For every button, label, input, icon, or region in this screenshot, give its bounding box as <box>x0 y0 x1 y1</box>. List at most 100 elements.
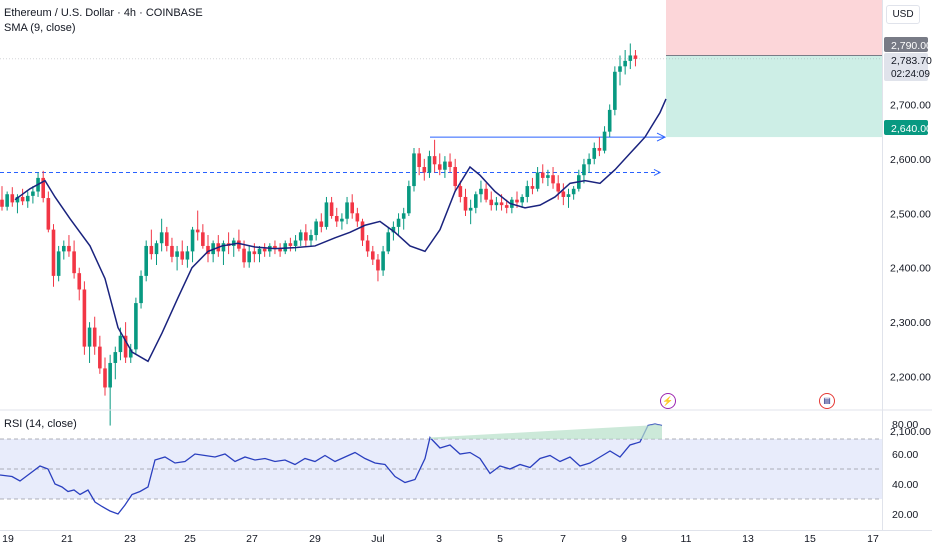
stop-price-badge[interactable]: 2,640.00 <box>891 123 932 135</box>
candle[interactable] <box>87 322 92 363</box>
target-price-badge[interactable]: 2,790.00 <box>891 40 932 52</box>
candle[interactable] <box>504 199 509 214</box>
candle[interactable] <box>577 169 581 192</box>
candle[interactable] <box>376 254 380 282</box>
candle[interactable] <box>520 194 524 208</box>
candle[interactable] <box>0 186 4 211</box>
candle[interactable] <box>5 191 9 211</box>
candle[interactable] <box>623 50 627 75</box>
candle[interactable] <box>613 66 617 116</box>
candle[interactable] <box>103 357 107 396</box>
candle[interactable] <box>195 210 200 241</box>
candle[interactable] <box>546 169 550 187</box>
candle[interactable] <box>319 213 324 233</box>
currency-button[interactable]: USD <box>886 5 920 24</box>
candle[interactable] <box>108 354 112 426</box>
candle[interactable] <box>453 158 457 192</box>
candle[interactable] <box>468 199 473 225</box>
candle[interactable] <box>592 142 597 165</box>
candle[interactable] <box>237 229 241 252</box>
candle[interactable] <box>458 180 463 203</box>
candle[interactable] <box>437 153 442 176</box>
candle[interactable] <box>427 150 432 178</box>
candle[interactable] <box>443 156 447 178</box>
candle[interactable] <box>262 243 267 257</box>
candle[interactable] <box>381 245 385 276</box>
candle[interactable] <box>123 322 128 363</box>
last-price-badge[interactable]: 2,783.70 <box>891 55 932 67</box>
candle[interactable] <box>46 191 51 233</box>
candle[interactable] <box>82 281 87 355</box>
candle[interactable] <box>571 186 576 200</box>
candle[interactable] <box>489 191 494 211</box>
profit-zone[interactable] <box>666 55 882 138</box>
candle[interactable] <box>597 137 602 157</box>
candle[interactable] <box>231 237 236 257</box>
candle[interactable] <box>165 226 169 252</box>
candle[interactable] <box>360 218 365 246</box>
candle[interactable] <box>51 224 56 287</box>
candle[interactable] <box>334 207 339 227</box>
us-flag-icon[interactable]: ▤ <box>819 393 835 409</box>
rsi-line[interactable] <box>0 423 663 515</box>
candle[interactable] <box>340 213 344 230</box>
candle[interactable] <box>56 245 61 282</box>
candle[interactable] <box>304 224 308 246</box>
candle[interactable] <box>561 183 566 206</box>
candle[interactable] <box>72 240 76 279</box>
candle[interactable] <box>273 240 277 255</box>
candle[interactable] <box>293 235 298 252</box>
candle[interactable] <box>417 147 421 176</box>
candle[interactable] <box>587 153 591 173</box>
candle[interactable] <box>386 226 391 255</box>
rsi-legend[interactable]: RSI (14, close) <box>4 418 77 430</box>
candle[interactable] <box>144 240 148 282</box>
candle[interactable] <box>535 167 540 192</box>
symbol-title[interactable]: Ethereum / U.S. Dollar · 4h · COINBASE <box>4 7 203 19</box>
candle[interactable] <box>257 245 262 263</box>
candle[interactable] <box>221 240 226 265</box>
candle[interactable] <box>618 55 622 86</box>
candle[interactable] <box>479 180 483 203</box>
candle[interactable] <box>371 245 375 265</box>
candle[interactable] <box>484 183 488 203</box>
candle[interactable] <box>494 196 499 211</box>
candle[interactable] <box>41 170 45 203</box>
candle[interactable] <box>211 240 215 263</box>
candle[interactable] <box>324 196 329 230</box>
candle[interactable] <box>474 191 478 214</box>
candle[interactable] <box>10 187 15 207</box>
candle[interactable] <box>432 139 437 173</box>
candle[interactable] <box>149 229 154 260</box>
candle[interactable] <box>448 153 452 173</box>
candle[interactable] <box>62 240 66 260</box>
candle[interactable] <box>607 104 612 138</box>
loss-zone[interactable] <box>666 0 882 56</box>
candle[interactable] <box>566 188 571 208</box>
candle[interactable] <box>530 177 535 195</box>
candle[interactable] <box>201 224 205 249</box>
candle[interactable] <box>206 235 210 263</box>
candle[interactable] <box>288 237 293 252</box>
candle[interactable] <box>314 218 318 241</box>
candle[interactable] <box>216 235 221 257</box>
candle[interactable] <box>602 126 607 154</box>
candle[interactable] <box>540 164 545 184</box>
candle[interactable] <box>365 235 370 257</box>
candle[interactable] <box>113 346 118 380</box>
candle[interactable] <box>633 50 638 67</box>
candle[interactable] <box>139 270 143 309</box>
candle[interactable] <box>278 243 282 257</box>
candle[interactable] <box>98 335 102 374</box>
candle[interactable] <box>556 175 560 200</box>
lightning-icon[interactable]: ⚡ <box>660 393 676 409</box>
candle[interactable] <box>268 243 272 257</box>
candle[interactable] <box>92 316 97 355</box>
candle[interactable] <box>170 237 174 263</box>
candle[interactable] <box>226 232 231 255</box>
candle[interactable] <box>128 343 133 363</box>
candle[interactable] <box>329 196 334 219</box>
candle[interactable] <box>309 229 313 246</box>
sma-legend[interactable]: SMA (9, close) <box>4 22 76 34</box>
